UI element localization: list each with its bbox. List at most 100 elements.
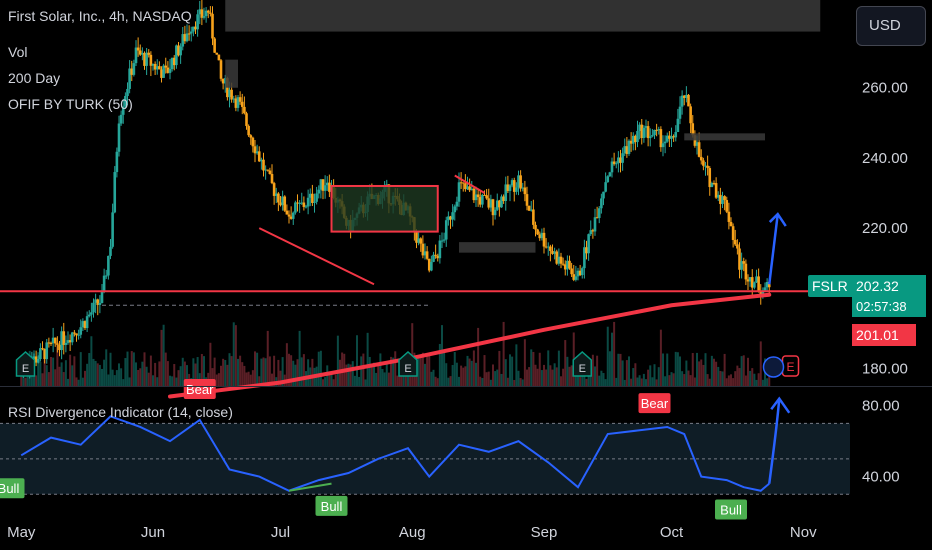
candle [668,135,671,139]
volume-bar [171,376,174,386]
volume-bar [689,375,692,386]
ma-price-tag: 201.01 [852,324,916,346]
candle [230,89,233,100]
volume-bar [549,365,552,386]
candle [143,52,146,66]
volume-bar [438,343,441,386]
volume-bar [45,365,48,386]
volume-bar [96,363,99,386]
candle [572,274,576,280]
candle [217,54,221,61]
volume-bar [241,362,244,386]
volume-bar [485,372,488,386]
volume-bar [77,379,80,386]
candle [646,126,650,139]
volume-bar [492,364,494,386]
countdown-tag: 02:57:38 [852,297,926,317]
volume-bar [84,370,86,386]
volume-bar [536,368,539,386]
volume-bar [186,365,188,386]
volume-bar [526,369,528,386]
earnings-marker-may[interactable] [15,350,36,377]
candle [608,172,612,177]
candle [538,234,542,239]
volume-bar [183,361,186,386]
volume-bar [662,353,664,386]
rsi-axis-tick: 40.00 [862,469,900,486]
volume-bar [587,376,590,386]
legend-symbol[interactable]: First Solar, Inc., 4h, NASDAQ [8,8,192,24]
volume-bar [727,375,730,386]
candle [695,142,699,146]
rsi-pane[interactable]: Bear Bear Bull Bull Bull [0,379,850,520]
candle [427,258,431,271]
candle [119,114,123,124]
ma-200-line [168,292,772,399]
candle [287,214,291,217]
candle [685,94,688,98]
legend-volume[interactable]: Vol [8,44,28,60]
volume-bar [62,372,65,386]
legend-ofif[interactable]: OFIF BY TURK (50) [8,96,133,112]
volume-bar [679,356,681,386]
volume-bar [103,359,106,386]
volume-bar [753,373,756,386]
currency-button[interactable]: USD [856,6,926,46]
candle [121,106,125,115]
rsi-projection-arrowhead [770,396,791,414]
candle [440,240,444,242]
volume-bar [638,375,641,386]
volume-bar [674,351,677,386]
candle [291,212,295,219]
candle [232,98,236,100]
volume-bar [615,377,618,386]
candle [134,47,138,64]
volume-bar [222,358,225,386]
candle [221,78,225,84]
pane-divider[interactable] [0,386,932,387]
candle [160,69,163,78]
candle [687,94,690,107]
event-star-icon[interactable] [762,356,785,378]
volume-bar [213,357,216,386]
candle [255,151,259,154]
volume-bar [600,370,603,386]
volume-bar [619,353,622,386]
candle [589,230,593,235]
candle [510,180,514,186]
earnings-marker-sep-letter: E [579,363,586,375]
earnings-marker-upcoming-letter: E [786,360,794,374]
volume-bar [608,351,611,386]
candle [600,198,603,209]
volume-bar [351,361,354,386]
candle [47,342,51,344]
candle [678,106,682,119]
volume-bar [543,364,545,386]
candle [625,146,629,154]
legend-ma[interactable]: 200 Day [8,70,61,86]
candle [740,261,743,270]
candle [457,182,461,202]
candle [425,251,429,259]
earnings-marker-jul[interactable] [398,350,418,377]
volume-bar [494,371,497,386]
candle [483,194,486,196]
bear-label [183,379,216,399]
candle [512,180,516,192]
candle [438,240,442,259]
legend-rsi[interactable]: RSI Divergence Indicator (14, close) [8,404,233,420]
volume-bar [292,360,295,386]
earnings-marker-sep[interactable] [572,350,592,377]
candle [272,183,276,196]
candle [34,356,38,363]
volume-bar [175,377,178,386]
candle [442,239,446,241]
candle [306,197,310,207]
candle [591,230,595,232]
volume-bar [192,358,195,386]
volume-bar [766,378,769,386]
earnings-marker-jul-letter: E [404,363,411,375]
candle [549,246,552,251]
